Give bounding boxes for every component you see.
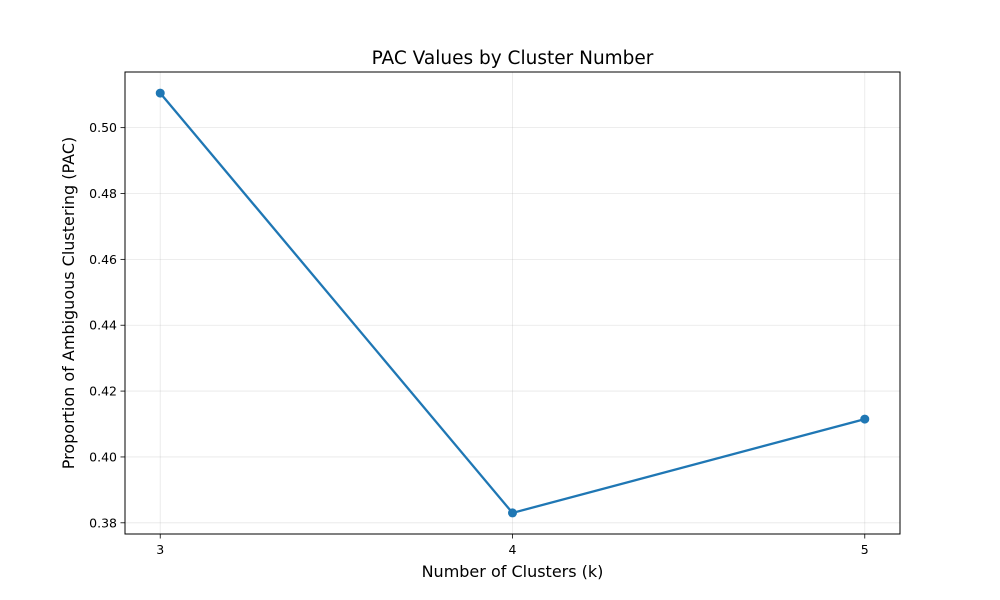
series-layer	[155, 88, 870, 518]
y-tick-label: 0.48	[89, 186, 117, 201]
data-point	[155, 88, 165, 98]
y-tick-label: 0.42	[89, 384, 117, 399]
axis-ticks: 3 4 5 0.38 0.40 0.42 0.44 0.46 0.48 0.50	[89, 120, 869, 557]
x-axis-label: Number of Clusters (k)	[422, 562, 604, 581]
x-tick-label: 3	[156, 542, 164, 557]
y-tick-label: 0.44	[89, 318, 117, 333]
data-point	[508, 508, 517, 518]
y-tick-label: 0.38	[89, 515, 117, 530]
chart-title: PAC Values by Cluster Number	[372, 48, 654, 69]
y-tick-label: 0.40	[89, 449, 117, 464]
grid-lines	[125, 72, 900, 534]
x-tick-label: 5	[861, 542, 869, 557]
y-tick-label: 0.50	[89, 120, 117, 135]
data-point	[860, 414, 870, 424]
y-tick-label: 0.46	[89, 252, 117, 267]
y-axis-label: Proportion of Ambiguous Clustering (PAC)	[59, 137, 78, 470]
x-tick-label: 4	[509, 542, 517, 557]
